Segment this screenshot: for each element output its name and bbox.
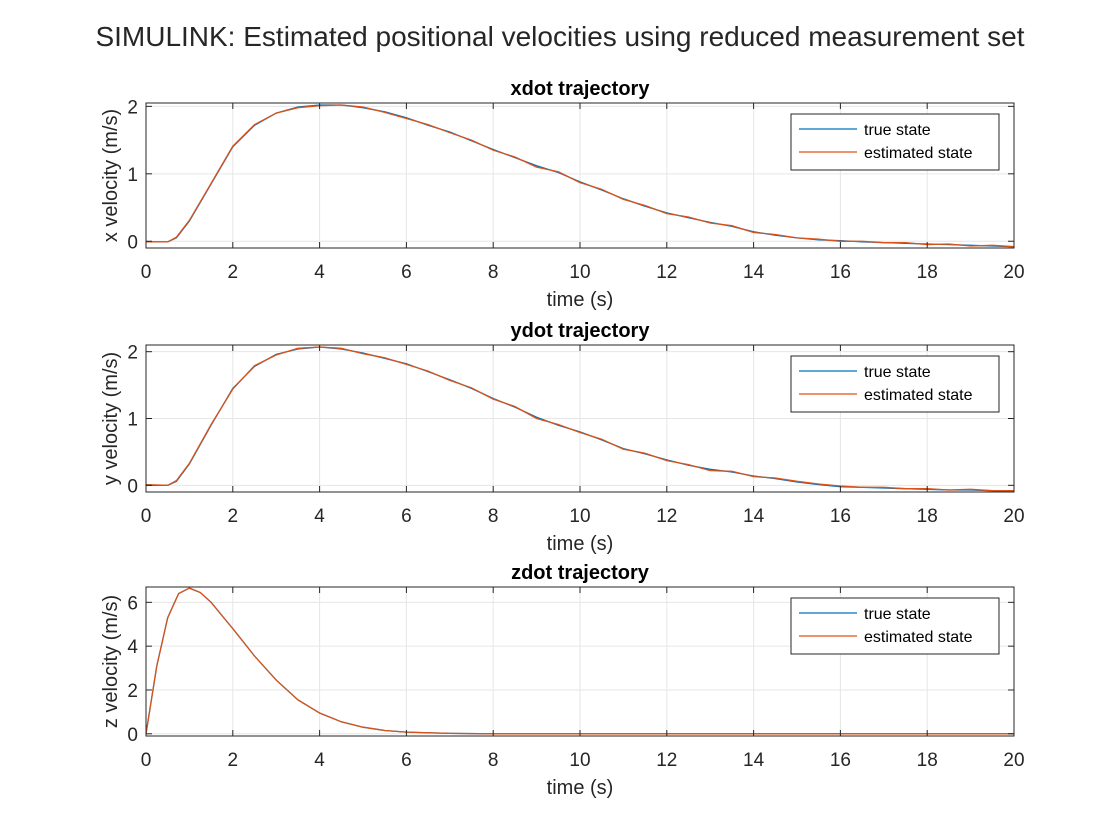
legend: true state estimated state	[790, 355, 1000, 413]
x-tick-label: 10	[569, 750, 590, 771]
subplot-3: 0 2 4 6 8 10 12 14 16 18 20 0 2 4 6 zdot trajectory time…	[100, 562, 1025, 799]
legend-box	[790, 597, 1000, 655]
x-tick-label: 12	[656, 262, 677, 283]
x-tick-label: 16	[830, 506, 851, 527]
x-tick-label: 18	[917, 506, 938, 527]
x-tick-label: 4	[314, 262, 325, 283]
legend-entry: estimated state	[864, 145, 973, 162]
x-tick-label: 10	[569, 506, 590, 527]
x-tick-label: 6	[401, 506, 412, 527]
x-tick-label: 18	[917, 262, 938, 283]
x-tick-label: 0	[141, 506, 152, 527]
x-tick-label: 8	[488, 262, 499, 283]
x-tick-label: 2	[228, 750, 239, 771]
y-tick-label: 2	[127, 681, 138, 702]
y-tick-label: 2	[127, 343, 138, 364]
series-line-estimated-state	[146, 104, 1014, 248]
x-tick-label: 6	[401, 750, 412, 771]
subplot-title: ydot trajectory	[511, 320, 651, 342]
x-tick-label: 2	[228, 506, 239, 527]
x-axis-label: time (s)	[547, 533, 614, 555]
legend-entry: true state	[864, 364, 931, 381]
subplot-title: zdot trajectory	[511, 562, 650, 584]
x-tick-label: 16	[830, 262, 851, 283]
x-tick-label: 14	[743, 262, 765, 283]
x-axis-label: time (s)	[547, 289, 614, 311]
y-tick-label: 1	[127, 410, 138, 431]
legend: true state estimated state	[790, 597, 1000, 655]
x-tick-label: 8	[488, 750, 499, 771]
legend-box	[790, 113, 1000, 171]
x-tick-label: 0	[141, 750, 152, 771]
y-axis-label: x velocity (m/s)	[100, 109, 122, 242]
legend-entry: true state	[864, 122, 931, 139]
x-tick-label: 18	[917, 750, 938, 771]
y-tick-label: 4	[127, 637, 138, 658]
x-tick-label: 16	[830, 750, 851, 771]
x-tick-label: 2	[228, 262, 239, 283]
x-tick-label: 12	[656, 750, 677, 771]
legend-entry: estimated state	[864, 387, 973, 404]
y-tick-label: 6	[127, 593, 138, 614]
x-tick-label: 14	[743, 750, 765, 771]
y-tick-label: 1	[127, 165, 138, 186]
x-tick-label: 4	[314, 750, 325, 771]
x-tick-label: 20	[1003, 262, 1024, 283]
x-tick-label: 10	[569, 262, 590, 283]
y-axis-label: y velocity (m/s)	[100, 352, 122, 485]
figure-suptitle: SIMULINK: Estimated positional velocitie…	[95, 21, 1024, 52]
legend-box	[790, 355, 1000, 413]
x-tick-label: 20	[1003, 750, 1024, 771]
subplot-title: xdot trajectory	[511, 78, 651, 100]
x-tick-label: 8	[488, 506, 499, 527]
x-tick-label: 6	[401, 262, 412, 283]
legend-entry: estimated state	[864, 629, 973, 646]
y-tick-label: 0	[127, 232, 138, 253]
y-axis-label: z velocity (m/s)	[100, 595, 122, 728]
x-tick-label: 12	[656, 506, 677, 527]
x-tick-label: 0	[141, 262, 152, 283]
y-tick-label: 2	[127, 97, 138, 118]
x-tick-label: 20	[1003, 506, 1024, 527]
legend-entry: true state	[864, 606, 931, 623]
y-tick-label: 0	[127, 725, 138, 746]
x-tick-label: 4	[314, 506, 325, 527]
x-tick-label: 14	[743, 506, 765, 527]
x-axis-label: time (s)	[547, 777, 614, 799]
series-line-estimated-state	[146, 346, 1014, 492]
legend: true state estimated state	[790, 113, 1000, 171]
y-tick-label: 0	[127, 476, 138, 497]
